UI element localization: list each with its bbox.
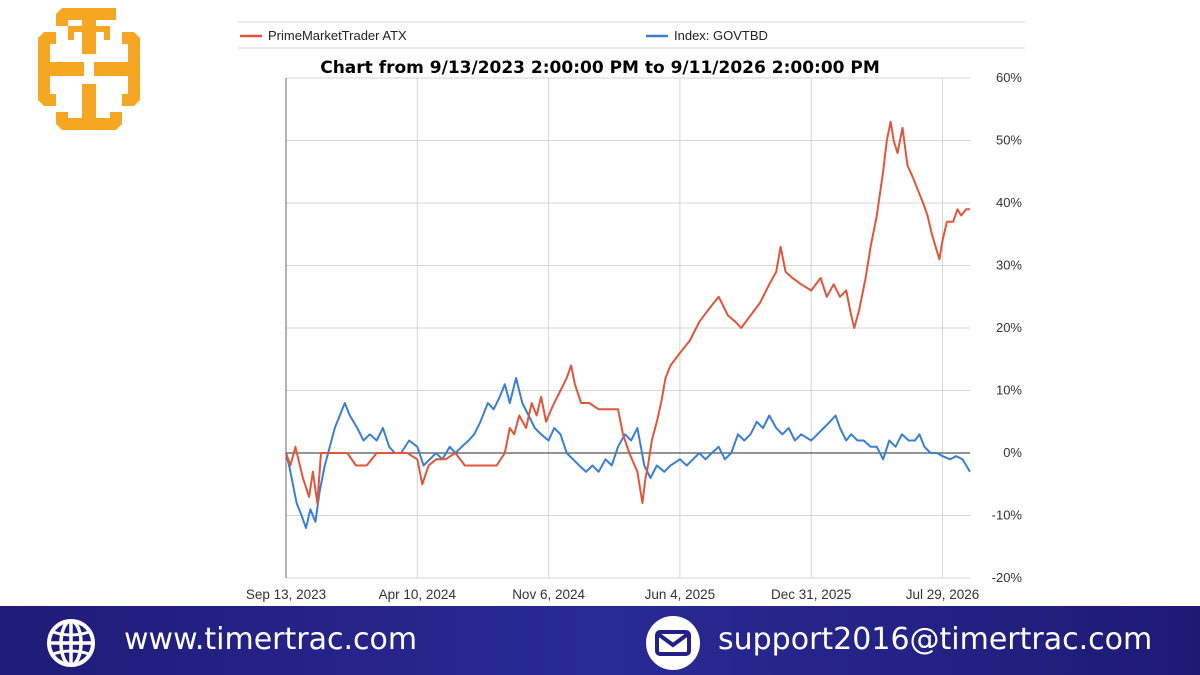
legend-label: Index: GOVTBD — [674, 28, 768, 43]
y-tick-label: -10% — [992, 508, 1023, 523]
y-tick-label: -20% — [992, 570, 1023, 585]
x-tick-label: Nov 6, 2024 — [512, 587, 585, 602]
y-tick-label: 30% — [996, 258, 1022, 273]
envelope-icon — [646, 616, 700, 670]
y-tick-label: 40% — [996, 195, 1022, 210]
x-tick-label: Jun 4, 2025 — [645, 587, 716, 602]
line-chart: 60% 50% 40% 30% 20% 10% 0% -10% -20% Sep 13, 2023… — [238, 21, 1025, 602]
footer-bar: www.timertrac.com support2016@timertrac.… — [0, 606, 1200, 675]
y-tick-label: 20% — [996, 320, 1022, 335]
series-line — [285, 120, 970, 504]
y-tick-label: 0% — [1003, 445, 1022, 460]
website-link[interactable]: www.timertrac.com — [124, 622, 418, 657]
x-tick-label: Sep 13, 2023 — [246, 587, 326, 602]
x-tick-label: Dec 31, 2025 — [771, 587, 851, 602]
y-tick-label: 60% — [996, 70, 1022, 85]
brand-logo — [38, 8, 140, 130]
support-email[interactable]: support2016@timertrac.com — [718, 622, 1153, 657]
x-tick-label: Jul 29, 2026 — [906, 587, 980, 602]
cross-frame-logo-icon — [38, 8, 140, 130]
y-tick-label: 50% — [996, 133, 1022, 148]
y-tick-label: 10% — [996, 383, 1022, 398]
globe-icon — [47, 619, 95, 667]
chart-title: Chart from 9/13/2023 2:00:00 PM to 9/11/… — [320, 58, 880, 78]
x-tick-label: Apr 10, 2024 — [379, 587, 457, 602]
legend-label: PrimeMarketTrader ATX — [268, 28, 407, 43]
series-line — [285, 377, 971, 529]
